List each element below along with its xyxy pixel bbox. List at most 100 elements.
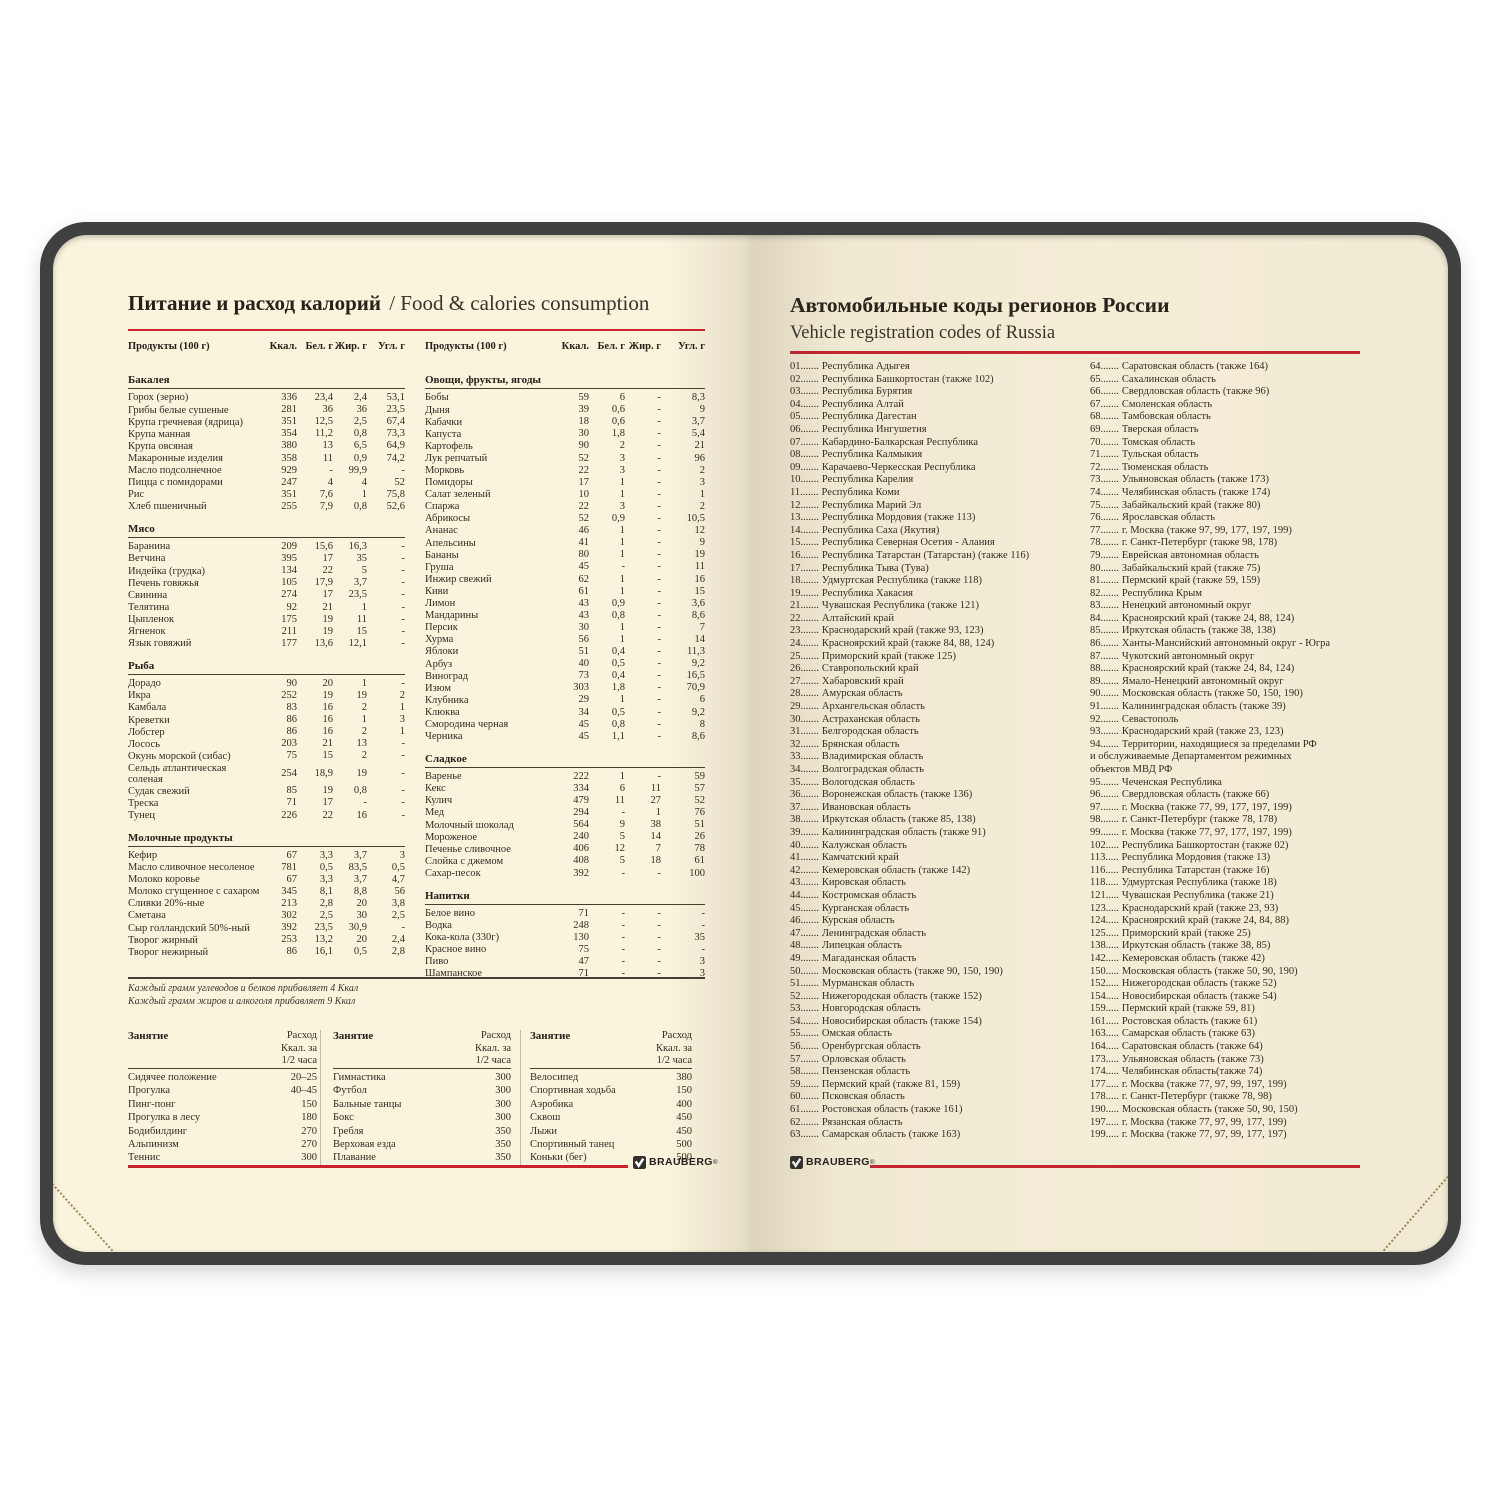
region-name: Республика Саха (Якутия)	[821, 524, 940, 536]
region-entry: 85....... Иркутская область (также 38, 13…	[1090, 625, 1367, 638]
region-code: 61.......	[790, 1104, 819, 1116]
kcal-value: 71	[578, 968, 590, 980]
kcal-value: 90	[286, 677, 298, 689]
kcal-value: 303	[573, 682, 589, 694]
region-name: Республика Бурятия	[821, 386, 913, 398]
activity-value: 20–25	[290, 1072, 317, 1083]
product-name: Сельдь атлантическая соленая	[128, 762, 227, 785]
region-code: 67.......	[1090, 398, 1119, 410]
region-entry: 33....... Владимирская область	[790, 751, 1085, 764]
region-name: Оренбургская область	[821, 1041, 921, 1053]
region-name: Самарская область (также 63)	[1121, 1028, 1256, 1040]
region-entry: 01....... Республика Адыгея	[790, 361, 1085, 374]
region-entry: 161..... Ростовская область (также 61)	[1090, 1016, 1367, 1029]
food-row: Белое вино 71 - - -	[425, 908, 705, 920]
fat-value: -	[657, 670, 662, 682]
region-code: 190.....	[1090, 1104, 1119, 1116]
region-name: Республика Башкортостан (также 102)	[821, 373, 994, 385]
kcal-value: 45	[578, 730, 590, 742]
region-code: 43.......	[790, 877, 819, 889]
food-row: Красное вино 75 - - -	[425, 944, 705, 956]
fat-value: 27	[650, 795, 662, 806]
region-code: 22.......	[790, 612, 819, 624]
food-section-title: Мясо	[128, 523, 405, 539]
product-name: Индейка (грудка)	[128, 565, 205, 577]
product-name: Изюм	[425, 682, 452, 694]
protein-value: 19	[322, 625, 334, 637]
food-row: Треска 71 17 - -	[128, 797, 405, 809]
region-entry: 47....... Ленинградская область	[790, 928, 1085, 941]
region-entry: 36....... Воронежская область (также 136)	[790, 789, 1085, 802]
carb-value: 9	[699, 404, 705, 416]
region-entry: 32....... Брянская область	[790, 739, 1085, 752]
kcal-value: 71	[286, 797, 298, 809]
region-name: Ульяновская область (также 73)	[1121, 1053, 1264, 1065]
carb-value: 74,2	[386, 452, 405, 464]
activity-row: Аэробика 400	[530, 1098, 692, 1111]
region-code: 123.....	[1090, 902, 1119, 914]
food-section: Бакалея Горох (зерно) 336 23,4 2,4 53,1 Грибы …	[128, 374, 405, 513]
product-name: Черника	[425, 731, 463, 743]
fat-value: 7	[655, 843, 661, 855]
region-name: Краснодарский край (также 93, 123)	[821, 625, 984, 637]
activity-value: 270	[301, 1125, 317, 1137]
kcal-value: 45	[578, 561, 590, 573]
product-name: Молоко коровье	[128, 874, 200, 886]
kcal-value: 781	[281, 861, 297, 873]
carb-value: 19	[694, 549, 706, 561]
food-row: Окунь морской (сибас) 75 15 2 -	[128, 750, 405, 762]
region-code: 48.......	[790, 940, 819, 952]
region-code: 116.....	[1090, 864, 1119, 876]
region-entry: 123..... Краснодарский край (также 23, 93…	[1090, 903, 1367, 916]
activity-header-value-line: 1/2 часа	[281, 1055, 317, 1067]
activity-header-row: Занятие Расход Ккал. за 1/2 часа	[128, 1030, 317, 1069]
product-name: Апельсины	[425, 537, 476, 549]
region-code: 46.......	[790, 915, 819, 927]
protein-value: 19	[322, 689, 334, 701]
region-code: 81.......	[1090, 575, 1119, 587]
region-name: Самарская область (также 163)	[821, 1129, 961, 1141]
fat-value: -	[657, 867, 662, 879]
region-entry: 199..... г. Москва (также 77, 97, 99, 177…	[1090, 1129, 1367, 1142]
product-name: Творог нежирный	[128, 946, 209, 958]
fat-value: 0,8	[353, 428, 367, 440]
region-entry: 58....... Пензенская область	[790, 1066, 1085, 1079]
region-entry: 76....... Ярославская область	[1090, 512, 1367, 525]
protein-value: 6	[619, 782, 625, 794]
region-name: Свердловская область (также 96)	[1121, 386, 1270, 398]
region-code: 92.......	[1090, 713, 1119, 725]
protein-value: 7,6	[319, 488, 333, 500]
carb-value: 70,9	[686, 682, 705, 694]
activity-value: 150	[676, 1085, 692, 1097]
kcal-value: 75	[286, 750, 298, 762]
product-name: Мед	[425, 807, 445, 819]
kcal-value: 52	[578, 513, 590, 525]
fat-value: 11	[650, 782, 661, 794]
product-name: Бобы	[425, 392, 449, 404]
footnotes: Каждый грамм углеводов и белков прибавля…	[128, 983, 358, 1008]
protein-value: 22	[322, 809, 334, 821]
carb-value: -	[401, 637, 406, 649]
region-code: 41.......	[790, 852, 819, 864]
activity-row: Гребля 350	[333, 1125, 511, 1138]
food-section-title: Рыба	[128, 660, 405, 675]
product-name: Телятина	[128, 601, 170, 613]
fat-value: -	[657, 500, 662, 512]
kcal-value: 358	[281, 452, 297, 464]
carb-value: 6	[699, 694, 705, 706]
region-name: Республика Мордовия (также 113)	[821, 512, 976, 524]
product-name: Хлеб пшеничный	[128, 501, 207, 513]
fat-value: 36	[356, 404, 368, 416]
product-name: Грибы белые сушеные	[128, 404, 229, 416]
carb-value: -	[701, 919, 706, 931]
fat-value: 38	[650, 819, 662, 831]
region-code: 125.....	[1090, 927, 1119, 939]
food-section-title: Молочные продукты	[128, 832, 405, 847]
footnote-line: Каждый грамм жиров и алкоголя прибавляет…	[128, 995, 356, 1007]
kcal-value: 252	[281, 689, 297, 701]
kcal-value: 59	[578, 392, 590, 404]
region-entry: 138..... Иркутская область (также 38, 85)	[1090, 940, 1367, 953]
region-code: 55.......	[790, 1028, 819, 1040]
protein-value: 21	[322, 738, 334, 750]
food-row: Мороженое 240 5 14 26	[425, 831, 705, 843]
